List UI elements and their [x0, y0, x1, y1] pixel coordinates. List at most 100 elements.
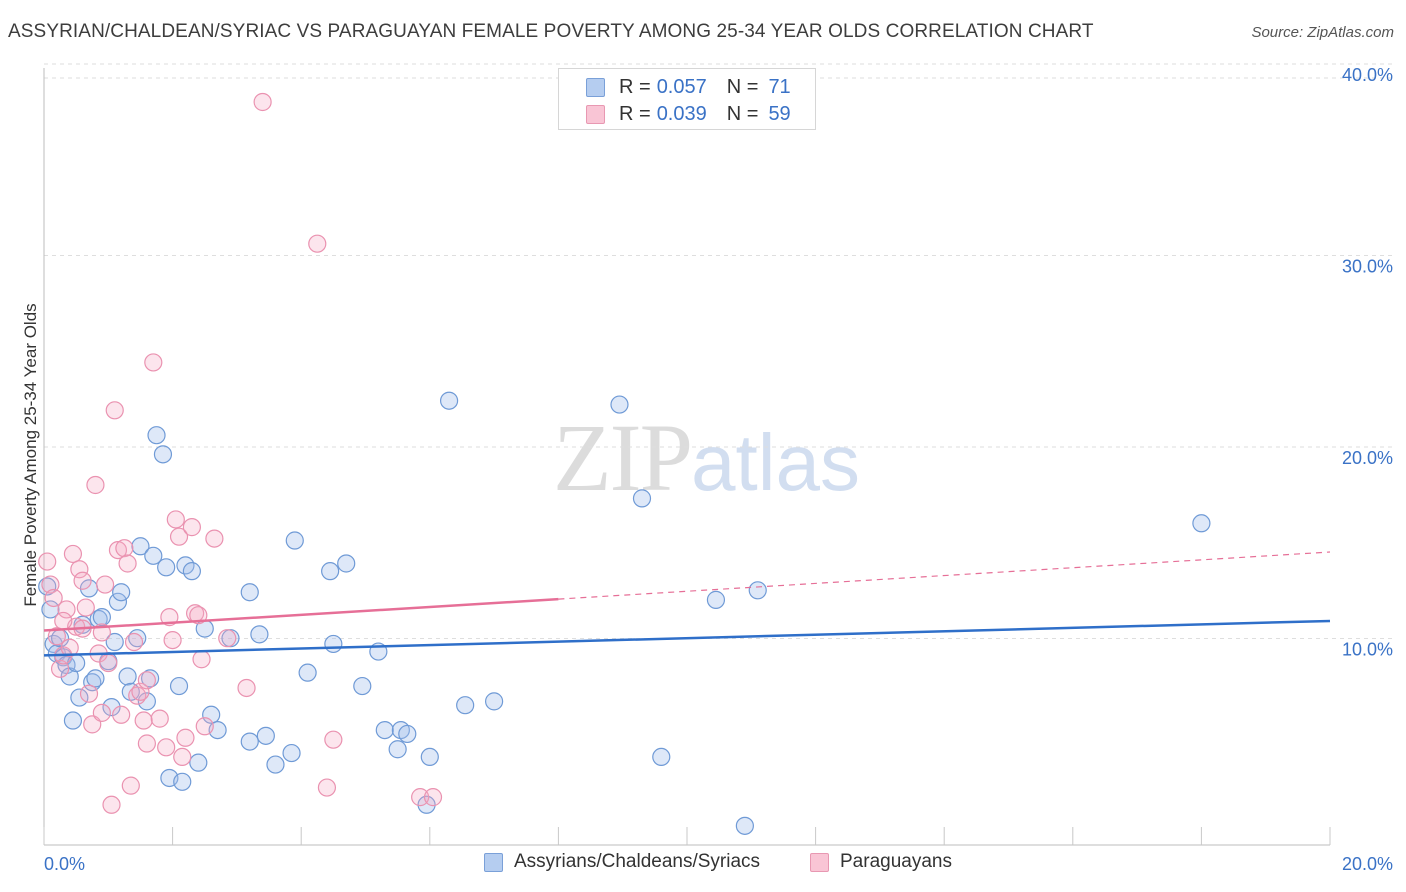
point-assyrian — [375, 720, 394, 740]
point-paraguayan — [205, 529, 224, 548]
point-paraguayan — [108, 540, 128, 560]
point-paraguayan — [70, 560, 89, 579]
point-paraguayan — [176, 728, 195, 747]
point-assyrian — [153, 445, 173, 464]
point-paraguayan — [218, 629, 237, 648]
legend-row-assyrians: R = 0.057 N = 71 — [586, 75, 791, 99]
point-paraguayan — [118, 554, 137, 573]
legend-swatch-pink — [586, 104, 605, 124]
point-paraguayan — [253, 92, 272, 112]
point-paraguayan — [115, 539, 134, 558]
x-tick-label: 0.0% — [44, 854, 85, 874]
trend-line-assyrian — [43, 619, 1331, 657]
point-assyrian — [102, 698, 121, 717]
point-assyrian — [652, 747, 671, 767]
legend-n-label: N = — [726, 75, 759, 98]
point-assyrian — [735, 816, 754, 835]
point-assyrian — [748, 581, 767, 600]
point-paraguayan — [324, 730, 343, 749]
point-assyrian — [63, 711, 83, 730]
point-assyrian — [706, 590, 726, 609]
point-assyrian — [169, 676, 189, 696]
point-paraguayan — [169, 527, 189, 546]
point-paraguayan — [102, 795, 121, 814]
point-paraguayan — [79, 684, 99, 703]
y-tick-label: 30.0% — [1342, 257, 1393, 277]
legend-n-label: N = — [726, 102, 759, 125]
point-paraguayan — [173, 747, 192, 767]
point-assyrian — [324, 634, 343, 654]
point-paraguayan — [60, 638, 79, 657]
point-assyrian — [298, 663, 317, 682]
point-paraguayan — [112, 705, 131, 724]
watermark-zip: ZIP — [553, 404, 693, 511]
legend-r-value: 0.057 — [656, 75, 707, 98]
point-paraguayan — [195, 717, 214, 736]
point-assyrian — [131, 537, 150, 556]
point-assyrian — [118, 667, 137, 686]
trend-line-paraguayan — [43, 597, 559, 632]
bottom-legend-swatch-pink — [810, 852, 829, 872]
point-assyrian — [112, 583, 131, 602]
point-paraguayan — [47, 627, 66, 646]
point-paraguayan — [182, 518, 201, 537]
point-assyrian — [632, 489, 652, 508]
point-assyrian — [250, 625, 269, 644]
point-assyrian — [70, 688, 89, 707]
point-assyrian — [157, 558, 176, 577]
bottom-legend-swatch-blue — [484, 852, 503, 872]
point-paraguayan — [150, 709, 169, 728]
point-paraguayan — [121, 776, 140, 795]
x-tick-label: 20.0% — [1342, 854, 1393, 874]
point-assyrian — [321, 562, 340, 581]
point-assyrian — [173, 772, 192, 791]
point-paraguayan — [63, 544, 83, 564]
point-paraguayan — [423, 788, 443, 807]
point-paraguayan — [41, 575, 60, 594]
point-assyrian — [266, 755, 285, 774]
point-paraguayan — [92, 703, 111, 722]
point-paraguayan — [54, 611, 73, 631]
point-assyrian — [137, 692, 156, 711]
point-paraguayan — [76, 598, 95, 617]
legend-r-label: R = — [619, 75, 651, 98]
correlation-legend: R = 0.057 N = 71 R = 0.039 N = 59 — [558, 68, 816, 130]
point-assyrian — [41, 600, 60, 619]
point-paraguayan — [99, 653, 118, 673]
point-assyrian — [439, 391, 459, 410]
point-paraguayan — [308, 234, 327, 253]
point-paraguayan — [134, 711, 153, 730]
point-assyrian — [420, 747, 439, 767]
point-assyrian — [610, 395, 629, 414]
point-paraguayan — [163, 630, 182, 650]
point-assyrian — [108, 592, 128, 611]
point-paraguayan — [105, 401, 124, 420]
point-paraguayan — [95, 575, 115, 594]
point-paraguayan — [411, 788, 430, 807]
point-paraguayan — [50, 659, 70, 678]
point-assyrian — [92, 608, 111, 627]
chart-title: ASSYRIAN/CHALDEAN/SYRIAC VS PARAGUAYAN F… — [8, 21, 1094, 42]
point-paraguayan — [157, 738, 176, 757]
trend-line-paraguayan-extension — [558, 551, 1331, 600]
point-assyrian — [282, 743, 301, 763]
point-assyrian — [353, 676, 372, 696]
y-axis-label: Female Poverty Among 25-34 Year Olds — [21, 303, 40, 607]
point-paraguayan — [166, 510, 185, 529]
bottom-legend-paraguayans: Paraguayans — [810, 851, 952, 873]
point-paraguayan — [137, 671, 156, 690]
point-paraguayan — [44, 588, 63, 608]
point-assyrian — [189, 753, 208, 772]
point-assyrian — [485, 692, 504, 711]
point-paraguayan — [137, 734, 156, 753]
source-label: Source: ZipAtlas.com — [1251, 24, 1394, 41]
y-tick-label: 20.0% — [1342, 448, 1393, 468]
legend-n-value: 71 — [768, 75, 791, 98]
point-paraguayan — [124, 632, 144, 652]
point-assyrian — [398, 724, 417, 744]
legend-row-paraguayans: R = 0.039 N = 59 — [586, 102, 791, 126]
point-paraguayan — [38, 552, 57, 571]
point-assyrian — [456, 696, 475, 715]
point-paraguayan — [57, 600, 76, 619]
